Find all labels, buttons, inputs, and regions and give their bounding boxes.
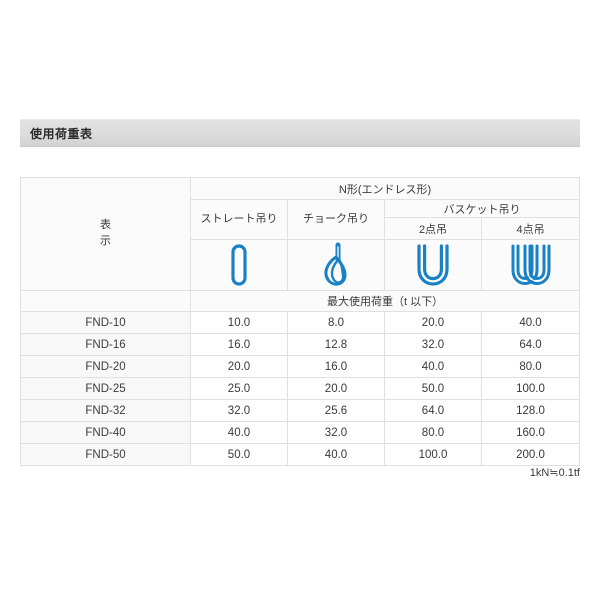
icon-cell-choke <box>287 239 385 291</box>
load-capacity-table-wrap: 表 示 N形(エンドレス形) ストレート吊り チョーク吊り バスケット吊り 2点… <box>20 177 581 466</box>
row-model-label: FND-25 <box>20 377 191 400</box>
table-row: FND-10 10.0 8.0 20.0 40.0 <box>20 311 581 334</box>
row-model-label: FND-40 <box>20 421 191 444</box>
table-row: FND-50 50.0 40.0 100.0 200.0 <box>20 443 581 466</box>
row-model-label: FND-50 <box>20 443 191 466</box>
cell-straight: 32.0 <box>190 399 288 422</box>
row-model-label: FND-10 <box>20 311 191 334</box>
cell-4point: 160.0 <box>480 421 581 444</box>
cell-choke: 32.0 <box>287 421 385 444</box>
column-header-choke: チョーク吊り <box>287 199 385 240</box>
table-row: FND-40 40.0 32.0 80.0 160.0 <box>20 421 581 444</box>
cell-4point: 40.0 <box>480 311 581 334</box>
cell-2point: 50.0 <box>384 377 482 400</box>
cell-2point: 20.0 <box>384 311 482 334</box>
cell-4point: 128.0 <box>480 399 581 422</box>
table-row: FND-20 20.0 16.0 40.0 80.0 <box>20 355 581 378</box>
footnote: 1kN≒0.1tf <box>529 467 580 479</box>
cell-straight: 16.0 <box>190 333 288 356</box>
capacity-header-row: 最大使用荷重（t 以下） <box>20 290 581 312</box>
cell-choke: 12.8 <box>287 333 385 356</box>
cell-2point: 80.0 <box>384 421 482 444</box>
cell-choke: 25.6 <box>287 399 385 422</box>
cell-2point: 100.0 <box>384 443 482 466</box>
cell-straight: 50.0 <box>190 443 288 466</box>
group-header-n-type: N形(エンドレス形) <box>189 177 581 200</box>
straight-sling-icon <box>191 240 287 290</box>
cell-straight: 20.0 <box>190 355 288 378</box>
basket-4point-sling-icon <box>482 240 579 290</box>
cell-2point: 40.0 <box>384 355 482 378</box>
row-model-label: FND-32 <box>20 399 191 422</box>
column-header-4point: 4点吊 <box>480 217 581 240</box>
cell-choke: 20.0 <box>287 377 385 400</box>
capacity-header-spacer <box>20 290 191 312</box>
table-row: FND-32 32.0 25.6 64.0 128.0 <box>20 399 581 422</box>
label-column-header-line1: 表 <box>100 219 111 232</box>
icon-cell-4point <box>480 239 581 291</box>
cell-straight: 10.0 <box>190 311 288 334</box>
cell-choke: 40.0 <box>287 443 385 466</box>
cell-2point: 32.0 <box>384 333 482 356</box>
table-header-basket-sub-row: 2点吊 4点吊 <box>21 217 581 240</box>
load-capacity-table: 表 示 N形(エンドレス形) ストレート吊り チョーク吊り バスケット吊り 2点… <box>20 177 581 466</box>
section-title-text: 使用荷重表 <box>30 126 93 141</box>
row-model-label: FND-16 <box>20 333 191 356</box>
cell-choke: 16.0 <box>287 355 385 378</box>
choke-sling-icon <box>288 240 384 290</box>
cell-straight: 40.0 <box>190 421 288 444</box>
basket-2point-sling-icon <box>385 240 481 290</box>
cell-straight: 25.0 <box>190 377 288 400</box>
row-model-label: FND-20 <box>20 355 191 378</box>
label-column-header-line2: 示 <box>100 235 111 247</box>
table-row: FND-25 25.0 20.0 50.0 100.0 <box>20 377 581 400</box>
table-row: FND-16 16.0 12.8 32.0 64.0 <box>20 333 581 356</box>
cell-2point: 64.0 <box>384 399 482 422</box>
cell-choke: 8.0 <box>287 311 385 334</box>
column-header-2point: 2点吊 <box>384 217 482 240</box>
icon-cell-straight <box>190 239 288 291</box>
cell-4point: 200.0 <box>480 443 581 466</box>
table-icon-row <box>21 239 581 291</box>
label-column-header: 表 示 <box>20 177 191 291</box>
group-header-basket: バスケット吊り <box>383 199 581 218</box>
cell-4point: 64.0 <box>480 333 581 356</box>
cell-4point: 100.0 <box>480 377 581 400</box>
icon-cell-2point <box>384 239 482 291</box>
table-header-group-row: 表 示 N形(エンドレス形) <box>20 177 581 291</box>
column-header-straight: ストレート吊り <box>190 199 288 240</box>
section-title-bar: 使用荷重表 <box>20 119 580 147</box>
cell-4point: 80.0 <box>480 355 581 378</box>
capacity-header-text: 最大使用荷重（t 以下） <box>189 290 581 312</box>
